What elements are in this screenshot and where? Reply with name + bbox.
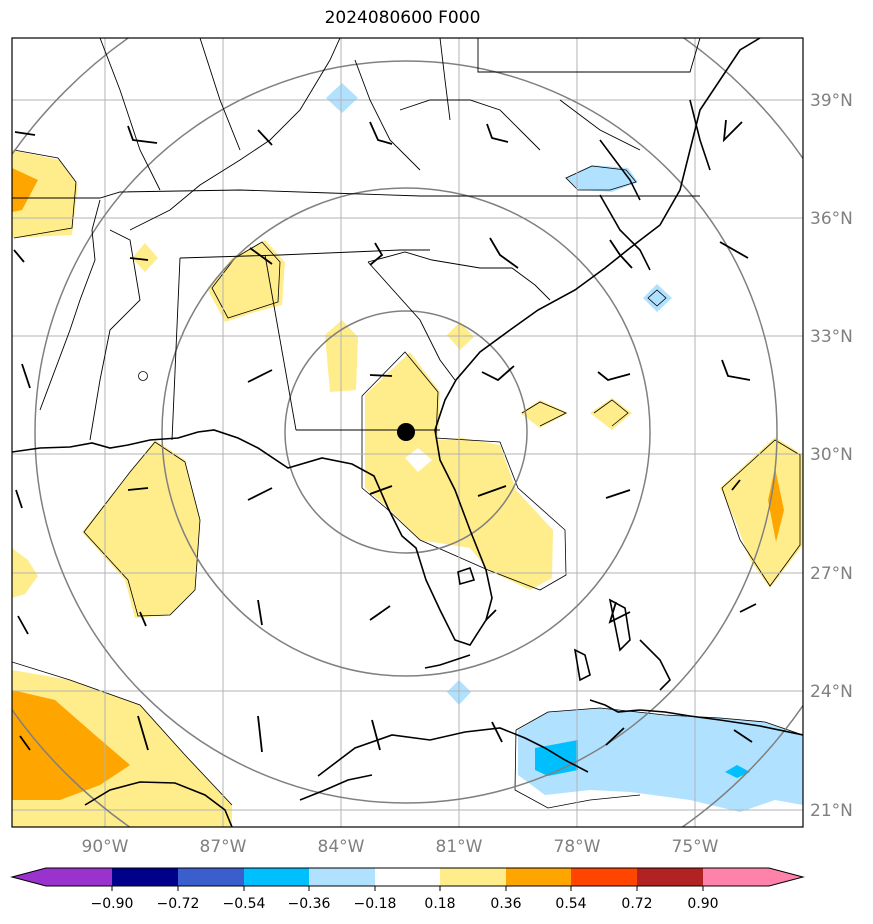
colorbar-tick-label: 0.54 [555, 896, 586, 912]
wind-barbs [13, 119, 757, 753]
negative-anomaly-areas [326, 83, 803, 812]
colorbar-tick-label: −0.54 [223, 896, 266, 912]
colorbar-bin [637, 868, 703, 886]
colorbar-bin [46, 868, 112, 886]
lat-label-27n: 27°N [810, 564, 853, 584]
lon-label-84w: 84°W [318, 837, 365, 857]
colorbar-tick-label: 0.18 [424, 896, 455, 912]
colorbar-bin [309, 868, 375, 886]
colorbar-tick-label: −0.18 [354, 896, 397, 912]
longitude-labels: 90°W 87°W 84°W 81°W 78°W 75°W [82, 837, 719, 857]
colorbar-tick-label: 0.90 [687, 896, 718, 912]
colorbar-bin [375, 868, 440, 886]
colorbar-bin [703, 868, 769, 886]
lon-label-90w: 90°W [82, 837, 129, 857]
colorbar-bin [244, 868, 309, 886]
coastlines [12, 38, 803, 827]
colorbar-tick-label: −0.72 [157, 896, 200, 912]
lat-label-21n: 21°N [810, 801, 853, 821]
colorbar-outline [10, 867, 805, 887]
colorbar-tick-label: −0.36 [288, 896, 331, 912]
lon-label-78w: 78°W [554, 837, 601, 857]
lon-label-87w: 87°W [200, 837, 247, 857]
colorbar-tick-label: 0.72 [621, 896, 652, 912]
lat-label-36n: 36°N [810, 209, 853, 229]
lat-label-24n: 24°N [810, 682, 853, 702]
colorbar-high-extend [769, 868, 803, 886]
state-borders [12, 38, 701, 441]
lat-label-33n: 33°N [810, 327, 853, 347]
lat-label-39n: 39°N [810, 91, 853, 111]
storm-center-marker [397, 423, 415, 441]
lon-label-81w: 81°W [436, 837, 483, 857]
lat-label-30n: 30°N [810, 445, 853, 465]
map-title: 2024080600 F000 [324, 8, 481, 28]
latitude-labels: 39°N 36°N 33°N 30°N 27°N 24°N 21°N [810, 91, 853, 821]
plot-frame [11, 37, 804, 828]
contour-lines [12, 149, 803, 809]
colorbar: −0.90 −0.72 −0.54 −0.36 −0.18 0.18 0.36 … [10, 867, 805, 912]
colorbar-tick-label: 0.36 [490, 896, 521, 912]
colorbar-bin [112, 868, 178, 886]
colorbar-bin [506, 868, 571, 886]
colorbar-bin [178, 868, 244, 886]
colorbar-bin [440, 868, 506, 886]
colorbar-low-extend [12, 868, 46, 886]
lon-label-75w: 75°W [672, 837, 719, 857]
colorbar-tick-label: −0.90 [91, 896, 134, 912]
colorbar-bin [571, 868, 637, 886]
